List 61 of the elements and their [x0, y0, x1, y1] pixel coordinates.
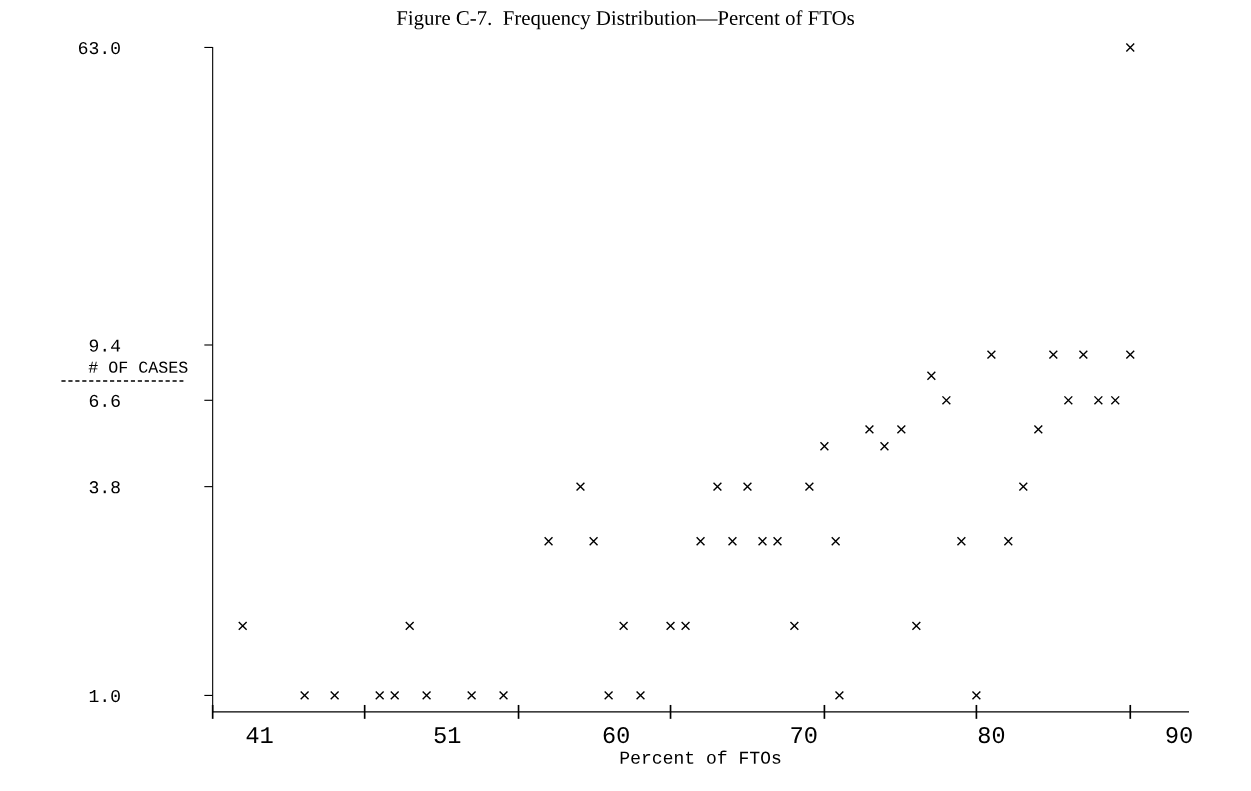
point: [804, 482, 815, 492]
point: [375, 690, 385, 701]
y-tick-label: 1.0: [89, 689, 120, 703]
point: [238, 621, 248, 631]
y-axis-title: # OF CASES: [88, 361, 188, 373]
point: [330, 690, 340, 701]
point: [619, 621, 629, 631]
point: [971, 690, 982, 701]
point: [390, 690, 400, 701]
point: [727, 536, 738, 546]
x-tick-label: 80: [978, 727, 1005, 744]
chart-title: Figure C-7. Frequency Distribution—Percent of FTOs: [396, 10, 854, 30]
point: [772, 536, 783, 546]
y-tick-label: 6.6: [89, 394, 120, 408]
point: [757, 536, 768, 546]
point: [575, 482, 586, 492]
x-tick-label: 70: [791, 727, 817, 744]
point: [1063, 395, 1073, 405]
point: [712, 482, 723, 492]
point: [986, 349, 997, 360]
point: [635, 690, 646, 701]
point: [1078, 349, 1088, 360]
point: [879, 441, 890, 451]
point: [1048, 349, 1058, 360]
point: [467, 690, 477, 701]
point: [864, 424, 875, 435]
point: [588, 536, 599, 546]
point: [421, 690, 432, 701]
point: [956, 536, 967, 546]
point: [1125, 349, 1135, 360]
point: [1018, 482, 1028, 492]
point: [680, 621, 691, 631]
point: [695, 536, 706, 546]
x-tick-label: 60: [603, 727, 629, 744]
point: [299, 690, 310, 701]
y-tick-label: 3.8: [89, 481, 120, 494]
point: [603, 690, 614, 701]
point: [819, 441, 830, 451]
point: [742, 482, 753, 492]
point: [834, 690, 845, 701]
point: [941, 395, 952, 405]
x-tick-label: 51: [434, 727, 461, 744]
point: [543, 536, 554, 546]
point: [911, 621, 921, 631]
point: [405, 621, 415, 631]
point: [1093, 395, 1104, 405]
point: [1125, 42, 1135, 53]
point: [1110, 395, 1120, 405]
point: [498, 690, 509, 701]
point: [831, 536, 841, 546]
x-tick-label: 90: [1166, 727, 1192, 744]
x-axis-title: Percent of FTOs: [620, 750, 781, 764]
point: [1033, 424, 1043, 435]
point: [926, 371, 936, 381]
y-tick-label: 63.0: [78, 41, 120, 55]
x-tick-label: 41: [246, 727, 273, 743]
point: [665, 621, 676, 631]
point: [789, 621, 800, 631]
point: [1003, 536, 1013, 546]
point: [896, 424, 906, 435]
y-tick-label: 9.4: [89, 339, 121, 352]
